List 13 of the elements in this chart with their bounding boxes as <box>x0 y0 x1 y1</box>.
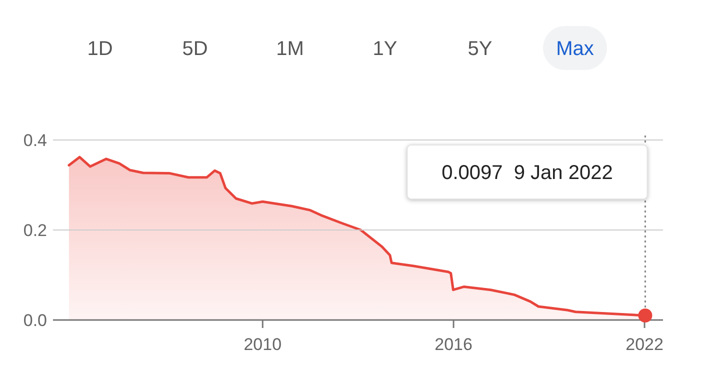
text: 1M <box>276 38 304 60</box>
text: 5D <box>182 38 208 60</box>
y-tick-label: 0.0 <box>23 310 47 330</box>
text: 1D <box>87 38 113 60</box>
text: 5Y <box>468 38 492 60</box>
annotation: 0.0097 9 Jan 2022 <box>442 162 613 184</box>
text: Max <box>556 38 594 60</box>
x-tick-label: 2016 <box>434 335 472 354</box>
text: 1Y <box>372 38 398 60</box>
y-tick-label: 0.4 <box>23 130 47 150</box>
y-tick-label: 0.2 <box>23 220 47 240</box>
x-tick-label: 2022 <box>626 335 664 354</box>
x-tick-label: 2010 <box>244 335 282 354</box>
